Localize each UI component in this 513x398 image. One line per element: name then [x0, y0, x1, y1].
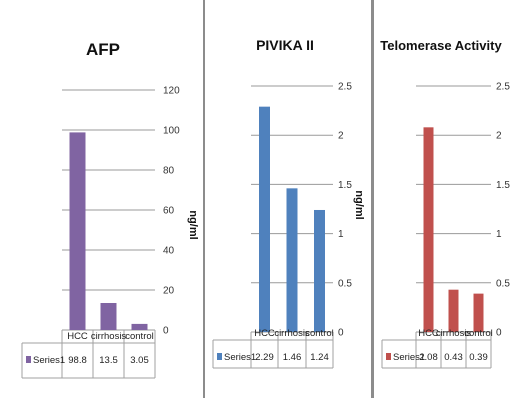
- y-tick-label: 100: [163, 126, 180, 137]
- x-category-label: HCC: [67, 331, 88, 342]
- x-category-label: cirrhosis: [436, 328, 472, 339]
- x-category-label: HCC: [254, 328, 275, 339]
- afp-chart-panel: AFP 0 20 40 60 80 100 120 ng/ml HCC cirrhosis co…: [0, 0, 203, 398]
- bar-cirrhosis: [100, 303, 117, 330]
- y-tick-label: 0: [338, 328, 344, 339]
- y-tick-label: 2.5: [338, 82, 352, 93]
- afp-chart: AFP 0 20 40 60 80 100 120 ng/ml HCC cirrhosis co…: [21, 40, 199, 379]
- data-value-label: 3.05: [130, 355, 149, 366]
- data-value-label: 98.8: [68, 355, 87, 366]
- data-value-label: 0.39: [469, 352, 488, 363]
- data-value-label: 1.24: [310, 352, 329, 363]
- y-tick-label: 60: [163, 206, 175, 217]
- bar-hcc: [259, 106, 270, 332]
- y-tick-label: 80: [163, 166, 175, 177]
- legend-key: [26, 356, 31, 363]
- y-tick-label: 0.5: [496, 278, 510, 289]
- y-tick-label: 1.5: [496, 180, 510, 191]
- x-category-label: control: [305, 328, 334, 339]
- data-value-label: 2.08: [419, 352, 438, 363]
- y-tick-label: 0.5: [338, 278, 352, 289]
- x-category-label: control: [464, 328, 493, 339]
- y-tick-label: 0: [496, 328, 502, 339]
- x-category-label: HCC: [418, 328, 439, 339]
- legend-key: [386, 353, 391, 360]
- y-tick-label: 1.5: [338, 180, 352, 191]
- chart-title: Telomerase Activity: [380, 38, 502, 53]
- y-axis-label: ng/ml: [353, 190, 365, 219]
- pivika-chart: PIVIKA II 0 0.5 1 1.5 2 2.5 ng/ml HCC cirrhosi…: [212, 37, 365, 369]
- y-tick-label: 120: [163, 86, 180, 97]
- telomerase-chart-panel: Telomerase Activity 0 0.5 1 1.5 2 2.5 HCC cirr…: [371, 0, 513, 398]
- y-tick-label: 2.5: [496, 82, 510, 93]
- series-name: Series1: [33, 355, 65, 366]
- series-name: Series1: [224, 352, 256, 363]
- x-category-label: cirrhosis: [274, 328, 310, 339]
- y-tick-label: 0: [163, 326, 169, 337]
- bar-cirrhosis: [286, 188, 298, 332]
- bar-hcc: [423, 127, 434, 332]
- bar-cirrhosis: [448, 289, 459, 332]
- y-tick-label: 1: [496, 229, 502, 240]
- telomerase-chart: Telomerase Activity 0 0.5 1 1.5 2 2.5 HCCcirr…: [380, 38, 510, 369]
- bar-control: [314, 209, 325, 332]
- bar-control: [131, 323, 148, 330]
- y-tick-label: 2: [496, 131, 502, 142]
- y-tick-label: 20: [163, 286, 175, 297]
- data-value-label: 1.46: [283, 352, 302, 363]
- bar-control: [473, 293, 484, 332]
- y-tick-label: 2: [338, 131, 344, 142]
- pivika-chart-panel: PIVIKA II 0 0.5 1 1.5 2 2.5 ng/ml HCC cirrhosi…: [203, 0, 371, 398]
- y-axis-label: ng/ml: [187, 210, 199, 239]
- bar-hcc: [69, 132, 86, 330]
- chart-title: PIVIKA II: [256, 37, 314, 53]
- chart-title: AFP: [86, 40, 120, 59]
- data-value-label: 0.43: [444, 352, 463, 363]
- legend-key: [217, 353, 222, 360]
- data-value-label: 13.5: [99, 355, 118, 366]
- series-name: Series1: [393, 352, 425, 363]
- x-category-label: cirrhosis: [91, 331, 127, 342]
- x-category-label: control: [125, 331, 154, 342]
- y-tick-label: 40: [163, 246, 175, 257]
- data-value-label: 2.29: [255, 352, 274, 363]
- y-tick-label: 1: [338, 229, 344, 240]
